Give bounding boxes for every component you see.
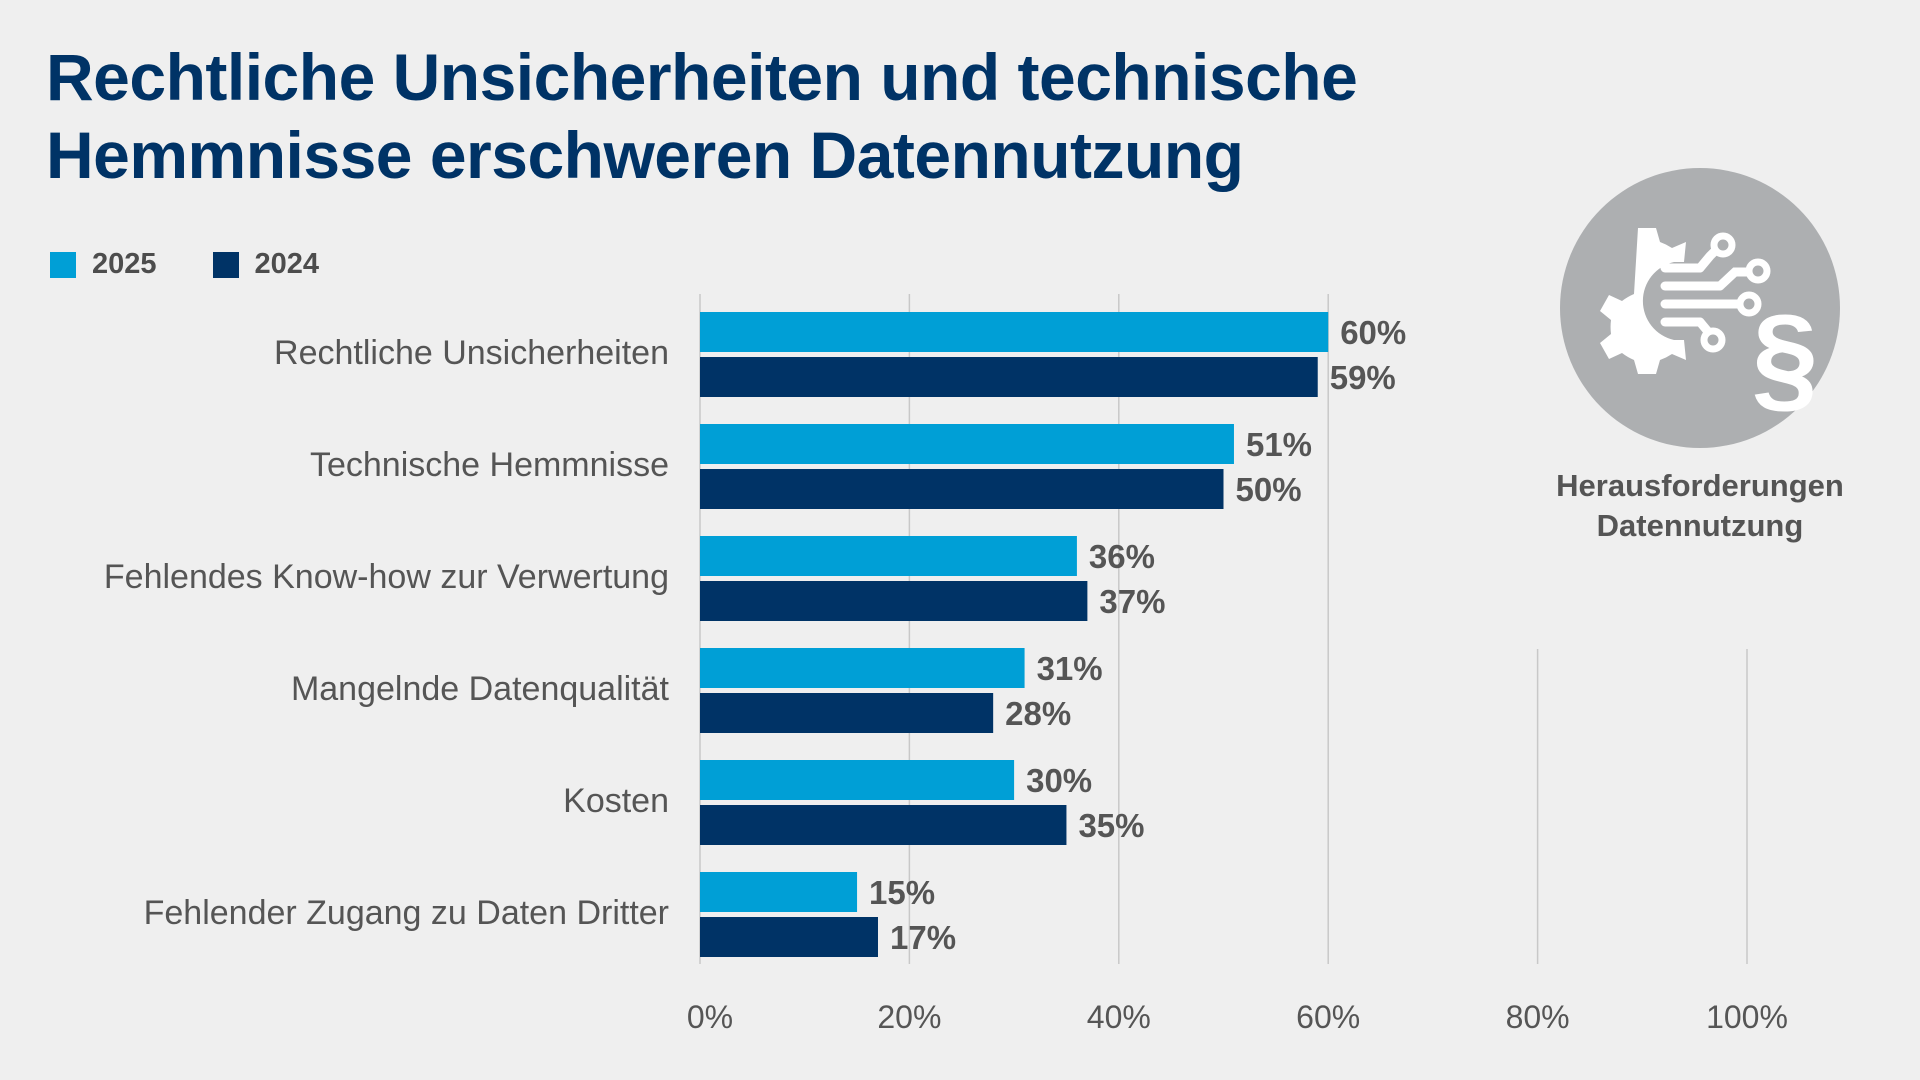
data-label: 37% — [1099, 583, 1165, 620]
bar-2025 — [700, 312, 1329, 352]
bar-2025 — [700, 648, 1025, 688]
data-label: 15% — [869, 874, 935, 911]
data-label: 36% — [1089, 538, 1155, 575]
data-label: 50% — [1236, 471, 1302, 508]
legend-item-2025: 2025 — [50, 248, 157, 281]
bar-2024 — [700, 917, 878, 957]
category-label: Kosten — [563, 782, 669, 820]
legend-swatch-2024 — [212, 251, 239, 278]
data-label: 28% — [1005, 695, 1071, 732]
bar-2025 — [700, 424, 1234, 464]
x-tick-label: 80% — [1506, 999, 1570, 1035]
bar-2025 — [700, 536, 1077, 576]
category-label: Rechtliche Unsicherheiten — [274, 334, 669, 372]
x-tick-label: 60% — [1296, 999, 1360, 1035]
badge-label-line-1: Herausforderungen — [1556, 468, 1844, 503]
bar-2024 — [700, 693, 994, 733]
bar-2024 — [700, 805, 1067, 845]
data-label: 31% — [1037, 650, 1103, 687]
bar-2024 — [700, 581, 1088, 621]
legend-item-2024: 2024 — [212, 248, 320, 281]
legend-label-2024: 2024 — [254, 248, 320, 280]
badge-label: Herausforderungen Datennutzung — [1500, 466, 1900, 546]
category-label: Fehlendes Know-how zur Verwertung — [104, 558, 669, 596]
category-label: Mangelnde Datenqualität — [291, 670, 670, 708]
bar-2025 — [700, 760, 1015, 800]
bar-2024 — [700, 357, 1318, 397]
x-tick-label: 20% — [877, 999, 941, 1035]
category-label: Fehlender Zugang zu Daten Dritter — [144, 894, 669, 932]
data-label: 35% — [1078, 807, 1144, 844]
svg-text:§: § — [1752, 290, 1819, 424]
x-tick-label: 40% — [1087, 999, 1151, 1035]
legend: 2025 2024 — [50, 248, 319, 281]
x-tick-label: 0% — [687, 999, 733, 1035]
category-label: Technische Hemmnisse — [310, 446, 669, 484]
bar-2025 — [700, 872, 858, 912]
title-line-1: Rechtliche Unsicherheiten und technische — [46, 40, 1358, 114]
x-tick-label: 100% — [1706, 999, 1788, 1035]
data-label: 60% — [1340, 314, 1406, 351]
legend-swatch-2025 — [50, 251, 76, 278]
badge-label-line-2: Datennutzung — [1596, 508, 1804, 543]
data-label: 17% — [890, 919, 956, 956]
legend-label-2025: 2025 — [92, 248, 157, 280]
chart-title: Rechtliche Unsicherheiten und technische… — [46, 38, 1358, 194]
data-label: 30% — [1026, 762, 1092, 799]
gear-circuit-paragraph-icon: § — [1560, 168, 1840, 448]
data-label: 51% — [1246, 426, 1312, 463]
bar-2024 — [700, 469, 1224, 509]
data-label: 59% — [1330, 359, 1396, 396]
title-line-2: Hemmnisse erschweren Datennutzung — [46, 118, 1244, 192]
